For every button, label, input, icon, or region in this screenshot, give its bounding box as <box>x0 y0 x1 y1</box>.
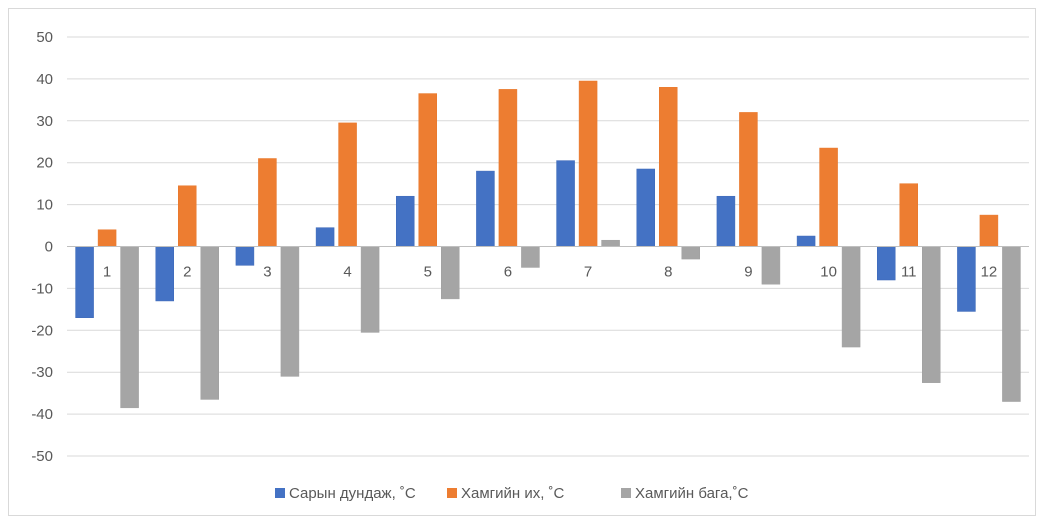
bar-series-2-month-2 <box>178 185 197 247</box>
category-label: 5 <box>424 264 432 281</box>
bar-series-2-month-5 <box>418 93 437 247</box>
bar-series-2-month-7 <box>578 80 598 247</box>
y-tick-label: 0 <box>45 239 53 256</box>
category-label: 11 <box>901 264 917 281</box>
bar-series-1-month-10 <box>796 235 816 247</box>
bar-series-2-month-12 <box>979 214 999 247</box>
bar-series-2-month-6 <box>498 89 518 247</box>
legend: Сарын дундаж, ˚С Хамгийн их, ˚С Хамгийн ба… <box>275 485 749 502</box>
y-tick-label: -30 <box>31 364 53 381</box>
y-tick-label: -20 <box>31 322 53 339</box>
bar-series-3-month-1 <box>120 246 139 409</box>
y-tick-label: 30 <box>36 113 53 130</box>
y-tick-label: 40 <box>36 71 53 88</box>
category-label: 2 <box>183 264 191 281</box>
y-tick-label: -50 <box>31 448 53 465</box>
y-tick-label: 20 <box>36 155 53 172</box>
bar-series-2-month-11 <box>899 183 918 247</box>
bar-series-3-month-7 <box>601 239 620 247</box>
legend-label: Хамгийн их, ˚С <box>461 485 565 502</box>
category-label: 10 <box>820 264 837 281</box>
bar-series-3-month-8 <box>681 246 700 260</box>
bar-series-1-month-1 <box>75 246 94 318</box>
bar-series-1-month-5 <box>396 195 415 247</box>
bar-series-3-month-4 <box>360 246 380 333</box>
bar-series-1-month-7 <box>556 160 575 247</box>
bar-series-1-month-8 <box>636 168 655 247</box>
legend-swatch <box>621 488 631 498</box>
bar-series-3-month-11 <box>922 246 941 383</box>
category-label: 8 <box>664 264 672 281</box>
legend-item: Хамгийн бага,˚С <box>621 485 749 502</box>
bars <box>75 80 1021 409</box>
category-label: 3 <box>263 264 271 281</box>
bar-series-1-month-11 <box>877 246 896 281</box>
bar-series-3-month-10 <box>841 246 861 348</box>
bar-series-3-month-9 <box>761 246 781 285</box>
bar-series-3-month-2 <box>200 246 219 400</box>
bar-series-2-month-3 <box>258 158 277 247</box>
category-label: 6 <box>504 264 512 281</box>
category-label: 12 <box>981 264 998 281</box>
legend-label: Хамгийн бага,˚С <box>635 485 749 502</box>
legend-swatch <box>275 488 285 498</box>
y-axis-tick-labels: 50 40 30 20 10 0 -10 -20 -30 -40 -50 <box>31 29 53 465</box>
legend-item: Хамгийн их, ˚С <box>447 485 565 502</box>
category-label: 7 <box>584 264 592 281</box>
bar-series-1-month-12 <box>957 246 976 312</box>
bar-series-1-month-6 <box>476 170 495 247</box>
bar-series-3-month-6 <box>521 246 540 268</box>
bar-series-2-month-9 <box>739 112 758 247</box>
y-tick-label: 50 <box>36 29 53 46</box>
bar-series-1-month-4 <box>315 227 335 247</box>
bar-series-3-month-12 <box>1002 246 1021 402</box>
category-label: 4 <box>343 264 351 281</box>
bar-series-1-month-9 <box>716 195 736 247</box>
bar-series-2-month-1 <box>97 229 117 247</box>
bar-series-2-month-4 <box>338 122 357 247</box>
bar-series-3-month-5 <box>441 246 460 300</box>
bar-series-1-month-2 <box>155 246 174 302</box>
category-labels: 1 2 3 4 5 6 7 8 9 10 11 12 <box>103 264 997 281</box>
bar-series-2-month-8 <box>659 87 678 247</box>
legend-item: Сарын дундаж, ˚С <box>275 485 416 502</box>
bar-series-2-month-10 <box>819 147 838 247</box>
chart-frame: 50 40 30 20 10 0 -10 -20 -30 -40 -50 1 2 3 4 5 6 7 8 9 10 11… <box>8 8 1036 516</box>
bar-series-3-month-3 <box>280 246 300 377</box>
category-label: 1 <box>103 264 111 281</box>
y-tick-label: -40 <box>31 406 53 423</box>
y-tick-label: -10 <box>31 280 53 297</box>
bar-series-1-month-3 <box>235 246 255 266</box>
category-label: 9 <box>744 264 752 281</box>
legend-swatch <box>447 488 457 498</box>
y-tick-label: 10 <box>36 197 53 214</box>
legend-label: Сарын дундаж, ˚С <box>289 485 416 502</box>
gridlines <box>67 36 1029 457</box>
